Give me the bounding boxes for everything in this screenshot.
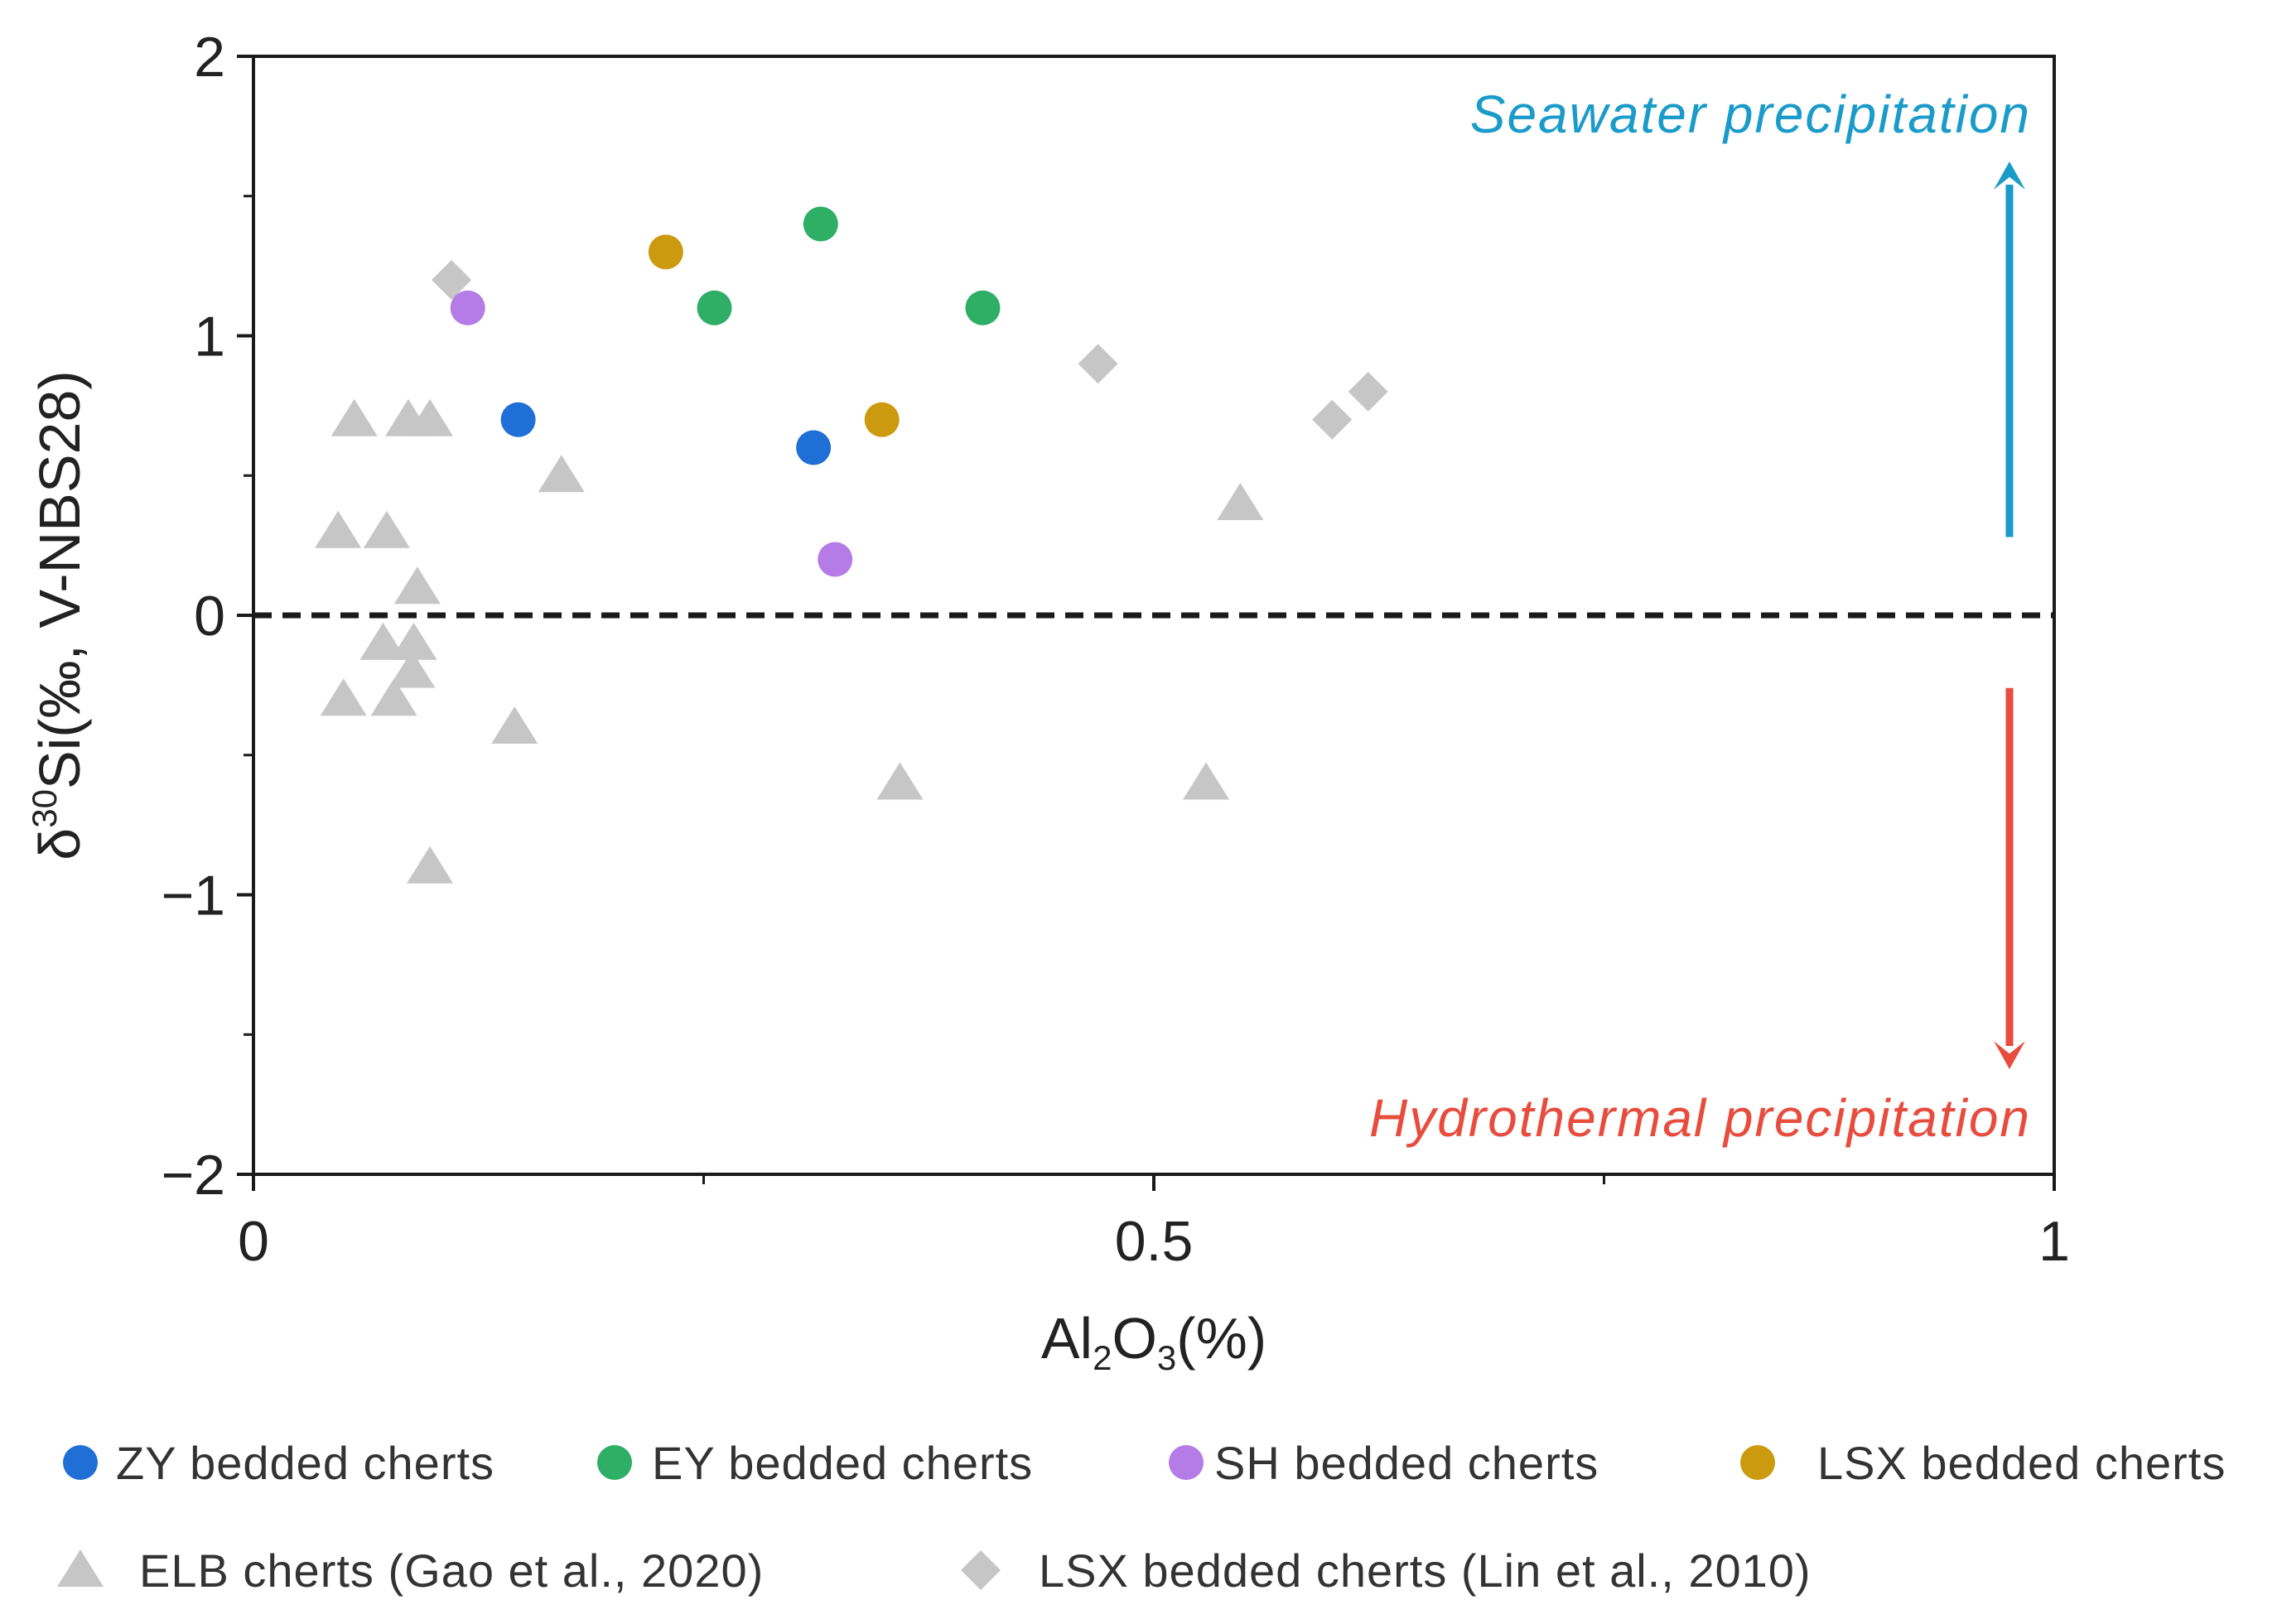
x-tick-label: 0.5	[1115, 1210, 1194, 1273]
data-point	[864, 402, 900, 437]
y-tick-label: −2	[161, 1144, 225, 1207]
legend-marker	[597, 1445, 632, 1480]
y-axis-title-superscript: 30	[25, 789, 64, 828]
x-axis-title-part: Al	[1041, 1306, 1093, 1371]
legend-label: LSX bedded cherts	[1817, 1437, 2226, 1489]
x-axis-title-part: O	[1112, 1306, 1156, 1371]
data-point	[1183, 762, 1230, 800]
data-point	[1312, 399, 1353, 440]
y-axis-title-part: Si(‰, V-NBS28)	[27, 370, 92, 789]
series-circle	[697, 206, 1001, 325]
data-point	[876, 762, 924, 800]
data-point	[388, 650, 436, 688]
data-point	[491, 706, 538, 744]
legend-marker	[961, 1550, 1001, 1590]
data-point	[803, 206, 838, 242]
y-tick-label: 2	[194, 26, 225, 89]
series-triangle	[315, 398, 1264, 884]
data-point	[363, 510, 410, 548]
data-point	[1348, 372, 1388, 412]
data-point	[500, 402, 536, 437]
legend-item: EY bedded cherts	[597, 1437, 1033, 1489]
legend-marker	[1740, 1445, 1775, 1480]
x-tick-label: 1	[2038, 1210, 2070, 1273]
legend-item: SH bedded cherts	[1169, 1437, 1599, 1489]
data-point	[407, 846, 454, 884]
annotation-arrow-head	[1994, 1041, 2025, 1069]
legend-label: LSX bedded cherts (Lin et al., 2010)	[1039, 1544, 1812, 1597]
data-point	[407, 398, 454, 436]
axis-layer: 210−1−20 0.5 1	[161, 26, 2069, 1273]
legend-item: ELB cherts (Gao et al., 2020)	[57, 1544, 764, 1597]
x-axis-title-subscript: 2	[1093, 1338, 1112, 1377]
legend-item: ZY bedded cherts	[63, 1437, 495, 1489]
data-point	[320, 678, 367, 716]
data-point	[1217, 483, 1264, 520]
legend-label: SH bedded cherts	[1214, 1437, 1599, 1489]
series-circle	[648, 234, 900, 437]
data-point	[330, 398, 378, 436]
series-layer	[315, 206, 1388, 884]
data-point	[965, 290, 1001, 325]
x-axis-title-part: (%)	[1176, 1306, 1266, 1371]
data-point	[1078, 344, 1118, 384]
y-tick-label: 1	[194, 306, 225, 369]
legend-item: LSX bedded cherts	[1740, 1437, 2226, 1489]
x-tick-label: 0	[238, 1210, 269, 1273]
data-point	[370, 678, 417, 716]
data-point	[450, 290, 485, 325]
data-point	[390, 622, 437, 660]
legend-label: ZY bedded cherts	[116, 1437, 495, 1489]
y-axis-title-part: δ	[27, 828, 92, 860]
legend-label: EY bedded cherts	[652, 1437, 1033, 1489]
data-point	[538, 455, 585, 493]
x-axis-title: Al2O3(%)	[1041, 1306, 1266, 1377]
annotation-label: Seawater precipitation	[1470, 84, 2031, 144]
data-point	[359, 622, 407, 660]
y-axis-title: δ30Si(‰, V-NBS28)	[25, 370, 92, 860]
annotation-layer: Seawater precipitation Hydrothermal preci…	[1369, 84, 2031, 1148]
annotation-arrow-head	[1994, 161, 2025, 190]
legend: ZY bedded cherts EY bedded cherts SH bedde…	[57, 1437, 2226, 1597]
data-point	[393, 566, 441, 605]
annotation-label: Hydrothermal precipitation	[1369, 1088, 2031, 1148]
data-point	[648, 234, 683, 270]
x-axis-title-subscript: 3	[1157, 1338, 1176, 1377]
data-point	[432, 260, 472, 300]
data-point	[697, 290, 732, 325]
series-circle	[450, 290, 853, 577]
data-point	[796, 430, 832, 465]
y-tick-label: 0	[194, 585, 225, 648]
data-point	[818, 542, 853, 577]
y-tick-label: −1	[161, 865, 225, 928]
series-diamond	[432, 260, 1388, 440]
legend-marker	[1169, 1445, 1204, 1480]
legend-marker	[63, 1445, 98, 1480]
legend-marker	[57, 1549, 104, 1587]
series-circle	[500, 402, 832, 465]
data-point	[315, 510, 362, 548]
legend-label: ELB cherts (Gao et al., 2020)	[139, 1544, 764, 1597]
legend-item: LSX bedded cherts (Lin et al., 2010)	[961, 1544, 1812, 1597]
